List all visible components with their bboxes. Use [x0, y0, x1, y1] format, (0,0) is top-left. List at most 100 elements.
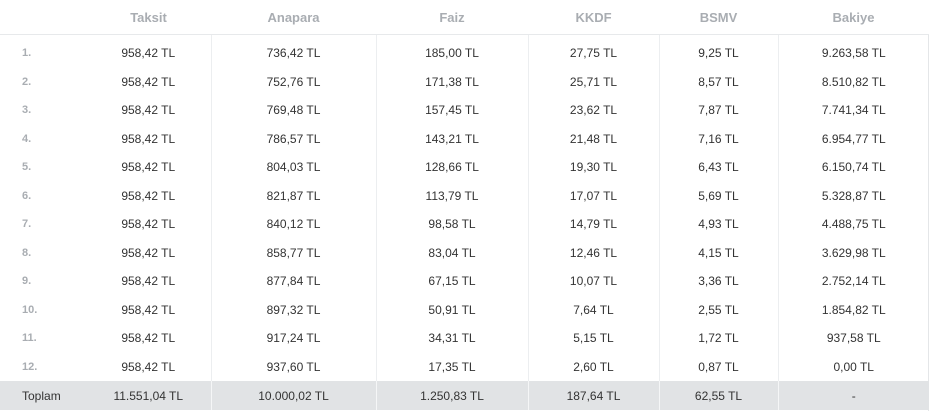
- balance-header: Bakiye: [778, 0, 929, 35]
- balance-cell: 9.263,58 TL: [821, 46, 886, 61]
- balance-cell: 6.954,77 TL: [821, 131, 886, 146]
- principal-cell: 752,76 TL: [211, 67, 377, 96]
- total-kkdf: 187,64 TL: [528, 381, 660, 410]
- bsmv-cell: 4,93 TL: [659, 210, 779, 239]
- bsmv-cell: 3,36 TL: [659, 267, 779, 296]
- row-number-cell: 9.: [22, 275, 32, 288]
- interest-cell: 83,04 TL: [376, 238, 529, 267]
- principal-header: Anapara: [211, 0, 376, 35]
- table-row: 12. 958,42 TL 937,60 TL 17,35 TL 2,60 TL 0,87…: [0, 352, 929, 381]
- table-row: 7. 958,42 TL 840,12 TL 98,58 TL 14,79 TL 4,93…: [0, 210, 929, 239]
- table-row: 10. 958,42 TL 897,32 TL 50,91 TL 7,64 TL 2,55…: [0, 295, 929, 324]
- interest-cell: 128,66 TL: [376, 153, 529, 182]
- row-number-cell: 8.: [22, 246, 32, 259]
- row-number-cell: 11.: [22, 332, 37, 345]
- principal-cell: 897,32 TL: [211, 295, 377, 324]
- kkdf-cell: 2,60 TL: [528, 352, 660, 381]
- table-row: 4. 958,42 TL 786,57 TL 143,21 TL 21,48 TL 7,1…: [0, 124, 929, 153]
- kkdf-cell: 10,07 TL: [528, 267, 660, 296]
- kkdf-cell: 14,79 TL: [528, 210, 660, 239]
- principal-cell: 877,84 TL: [211, 267, 377, 296]
- bsmv-cell: 4,15 TL: [659, 238, 779, 267]
- installment-cell: 958,42 TL: [86, 67, 212, 96]
- bsmv-header: BSMV: [659, 0, 778, 35]
- total-bsmv: 62,55 TL: [659, 381, 779, 410]
- total-installment: 11.551,04 TL: [86, 381, 212, 410]
- installment-cell: 958,42 TL: [86, 181, 212, 210]
- principal-cell: 769,48 TL: [211, 96, 377, 125]
- total-interest: 1.250,83 TL: [376, 381, 529, 410]
- principal-cell: 786,57 TL: [211, 124, 377, 153]
- kkdf-cell: 23,62 TL: [528, 96, 660, 125]
- interest-cell: 157,45 TL: [376, 96, 529, 125]
- balance-cell: 7.741,34 TL: [821, 103, 886, 118]
- bsmv-cell: 2,55 TL: [659, 295, 779, 324]
- kkdf-cell: 19,30 TL: [528, 153, 660, 182]
- kkdf-header: KKDF: [528, 0, 659, 35]
- table-row: 8. 958,42 TL 858,77 TL 83,04 TL 12,46 TL 4,15…: [0, 238, 929, 267]
- kkdf-cell: 25,71 TL: [528, 67, 660, 96]
- table-row: 6. 958,42 TL 821,87 TL 113,79 TL 17,07 TL 5,6…: [0, 181, 929, 210]
- principal-cell: 821,87 TL: [211, 181, 377, 210]
- interest-header: Faiz: [376, 0, 528, 35]
- bsmv-cell: 5,69 TL: [659, 181, 779, 210]
- kkdf-cell: 21,48 TL: [528, 124, 660, 153]
- bsmv-cell: 7,16 TL: [659, 124, 779, 153]
- kkdf-cell: 12,46 TL: [528, 238, 660, 267]
- bsmv-cell: 8,57 TL: [659, 67, 779, 96]
- row-number-cell: 4.: [22, 132, 32, 145]
- bsmv-cell: 7,87 TL: [659, 96, 779, 125]
- installment-cell: 958,42 TL: [86, 153, 212, 182]
- total-principal: 10.000,02 TL: [211, 381, 377, 410]
- installment-cell: 958,42 TL: [86, 238, 212, 267]
- bsmv-cell: 9,25 TL: [659, 34, 779, 68]
- row-number-cell: 6.: [22, 189, 32, 202]
- interest-cell: 171,38 TL: [376, 67, 529, 96]
- bsmv-cell: 6,43 TL: [659, 153, 779, 182]
- total-label: Toplam: [0, 381, 86, 410]
- kkdf-cell: 5,15 TL: [528, 324, 660, 353]
- interest-cell: 17,35 TL: [376, 352, 529, 381]
- row-number-cell: 2.: [22, 75, 32, 88]
- kkdf-cell: 17,07 TL: [528, 181, 660, 210]
- kkdf-cell: 27,75 TL: [528, 34, 660, 68]
- table-row: 3. 958,42 TL 769,48 TL 157,45 TL 23,62 TL 7,8…: [0, 96, 929, 125]
- balance-cell: 6.150,74 TL: [821, 160, 886, 175]
- interest-cell: 34,31 TL: [376, 324, 529, 353]
- installment-cell: 958,42 TL: [86, 324, 212, 353]
- installment-cell: 958,42 TL: [86, 295, 212, 324]
- table-row: 9. 958,42 TL 877,84 TL 67,15 TL 10,07 TL 3,36…: [0, 267, 929, 296]
- principal-cell: 917,24 TL: [211, 324, 377, 353]
- interest-cell: 67,15 TL: [376, 267, 529, 296]
- interest-cell: 143,21 TL: [376, 124, 529, 153]
- table-row: 1. 958,42 TL 736,42 TL 185,00 TL 27,75 TL 9,2…: [0, 34, 929, 68]
- balance-cell: 937,58 TL: [826, 331, 881, 346]
- installment-cell: 958,42 TL: [86, 352, 212, 381]
- balance-cell: 4.488,75 TL: [821, 217, 886, 232]
- table-row: 2. 958,42 TL 752,76 TL 171,38 TL 25,71 TL 8,5…: [0, 67, 929, 96]
- table-row: 11. 958,42 TL 917,24 TL 34,31 TL 5,15 TL 1,72…: [0, 324, 929, 353]
- table-row: 5. 958,42 TL 804,03 TL 128,66 TL 19,30 TL 6,4…: [0, 153, 929, 182]
- principal-cell: 937,60 TL: [211, 352, 377, 381]
- kkdf-cell: 7,64 TL: [528, 295, 660, 324]
- interest-cell: 185,00 TL: [376, 34, 529, 68]
- installment-cell: 958,42 TL: [86, 210, 212, 239]
- balance-cell: 1.854,82 TL: [821, 302, 886, 317]
- balance-cell: 8.510,82 TL: [821, 74, 886, 89]
- installment-cell: 958,42 TL: [86, 124, 212, 153]
- balance-cell: 3.629,98 TL: [821, 245, 886, 260]
- principal-cell: 736,42 TL: [211, 34, 377, 68]
- row-number-cell: 1.: [22, 47, 32, 60]
- interest-cell: 50,91 TL: [376, 295, 529, 324]
- installment-cell: 958,42 TL: [86, 96, 212, 125]
- table-body: 1. 958,42 TL 736,42 TL 185,00 TL 27,75 TL 9,2…: [0, 34, 929, 381]
- interest-cell: 98,58 TL: [376, 210, 529, 239]
- table-header-row: Taksit Anapara Faiz KKDF BSMV Bakiye: [0, 0, 929, 35]
- bsmv-cell: 0,87 TL: [659, 352, 779, 381]
- total-row: Toplam 11.551,04 TL 10.000,02 TL 1.250,83 T…: [0, 381, 929, 410]
- balance-cell: 2.752,14 TL: [821, 274, 886, 289]
- bsmv-cell: 1,72 TL: [659, 324, 779, 353]
- row-number-header: [0, 0, 86, 35]
